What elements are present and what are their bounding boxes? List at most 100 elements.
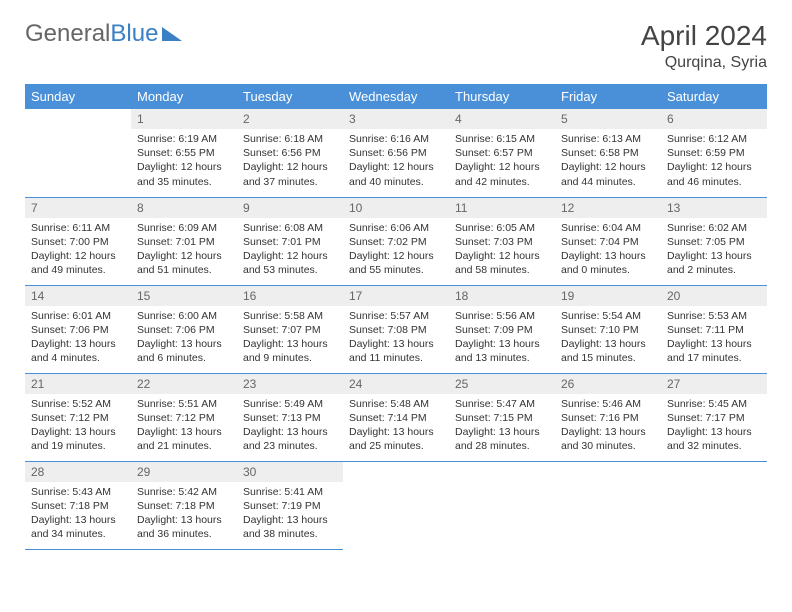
calendar-cell: 20Sunrise: 5:53 AMSunset: 7:11 PMDayligh… (661, 285, 767, 373)
calendar-cell (343, 461, 449, 549)
calendar-cell: 21Sunrise: 5:52 AMSunset: 7:12 PMDayligh… (25, 373, 131, 461)
calendar-cell: 22Sunrise: 5:51 AMSunset: 7:12 PMDayligh… (131, 373, 237, 461)
calendar-cell: 18Sunrise: 5:56 AMSunset: 7:09 PMDayligh… (449, 285, 555, 373)
calendar-row: 7Sunrise: 6:11 AMSunset: 7:00 PMDaylight… (25, 197, 767, 285)
calendar-cell: 7Sunrise: 6:11 AMSunset: 7:00 PMDaylight… (25, 197, 131, 285)
weekday-header: Sunday (25, 84, 131, 109)
day-details: Sunrise: 5:58 AMSunset: 7:07 PMDaylight:… (237, 306, 343, 372)
calendar-body: 1Sunrise: 6:19 AMSunset: 6:55 PMDaylight… (25, 109, 767, 549)
calendar-cell: 23Sunrise: 5:49 AMSunset: 7:13 PMDayligh… (237, 373, 343, 461)
day-number: 6 (661, 109, 767, 129)
calendar-cell: 14Sunrise: 6:01 AMSunset: 7:06 PMDayligh… (25, 285, 131, 373)
logo-triangle-icon (162, 27, 182, 41)
weekday-header: Monday (131, 84, 237, 109)
day-details: Sunrise: 5:51 AMSunset: 7:12 PMDaylight:… (131, 394, 237, 460)
day-number: 19 (555, 286, 661, 306)
day-details: Sunrise: 6:13 AMSunset: 6:58 PMDaylight:… (555, 129, 661, 195)
day-details: Sunrise: 5:42 AMSunset: 7:18 PMDaylight:… (131, 482, 237, 548)
day-details: Sunrise: 6:15 AMSunset: 6:57 PMDaylight:… (449, 129, 555, 195)
day-number: 8 (131, 198, 237, 218)
calendar-cell: 17Sunrise: 5:57 AMSunset: 7:08 PMDayligh… (343, 285, 449, 373)
day-number: 5 (555, 109, 661, 129)
calendar-cell: 1Sunrise: 6:19 AMSunset: 6:55 PMDaylight… (131, 109, 237, 197)
day-number: 27 (661, 374, 767, 394)
calendar-cell: 24Sunrise: 5:48 AMSunset: 7:14 PMDayligh… (343, 373, 449, 461)
day-number: 29 (131, 462, 237, 482)
day-number: 21 (25, 374, 131, 394)
weekday-header: Tuesday (237, 84, 343, 109)
calendar-cell: 26Sunrise: 5:46 AMSunset: 7:16 PMDayligh… (555, 373, 661, 461)
day-number: 2 (237, 109, 343, 129)
day-number: 9 (237, 198, 343, 218)
calendar-cell: 6Sunrise: 6:12 AMSunset: 6:59 PMDaylight… (661, 109, 767, 197)
day-details: Sunrise: 6:01 AMSunset: 7:06 PMDaylight:… (25, 306, 131, 372)
day-details: Sunrise: 5:43 AMSunset: 7:18 PMDaylight:… (25, 482, 131, 548)
day-details: Sunrise: 5:41 AMSunset: 7:19 PMDaylight:… (237, 482, 343, 548)
day-number: 1 (131, 109, 237, 129)
calendar-cell (25, 109, 131, 197)
calendar-row: 1Sunrise: 6:19 AMSunset: 6:55 PMDaylight… (25, 109, 767, 197)
logo-text-blue: Blue (110, 20, 158, 48)
calendar-cell: 5Sunrise: 6:13 AMSunset: 6:58 PMDaylight… (555, 109, 661, 197)
day-number: 23 (237, 374, 343, 394)
day-details: Sunrise: 6:06 AMSunset: 7:02 PMDaylight:… (343, 218, 449, 284)
day-number: 18 (449, 286, 555, 306)
day-details: Sunrise: 5:48 AMSunset: 7:14 PMDaylight:… (343, 394, 449, 460)
day-details: Sunrise: 6:12 AMSunset: 6:59 PMDaylight:… (661, 129, 767, 195)
day-number: 7 (25, 198, 131, 218)
day-details: Sunrise: 5:56 AMSunset: 7:09 PMDaylight:… (449, 306, 555, 372)
calendar-cell: 13Sunrise: 6:02 AMSunset: 7:05 PMDayligh… (661, 197, 767, 285)
calendar-cell: 16Sunrise: 5:58 AMSunset: 7:07 PMDayligh… (237, 285, 343, 373)
day-number: 4 (449, 109, 555, 129)
calendar-cell: 30Sunrise: 5:41 AMSunset: 7:19 PMDayligh… (237, 461, 343, 549)
day-details: Sunrise: 6:19 AMSunset: 6:55 PMDaylight:… (131, 129, 237, 195)
day-details: Sunrise: 6:09 AMSunset: 7:01 PMDaylight:… (131, 218, 237, 284)
day-number: 11 (449, 198, 555, 218)
day-number: 13 (661, 198, 767, 218)
calendar-cell: 4Sunrise: 6:15 AMSunset: 6:57 PMDaylight… (449, 109, 555, 197)
calendar-cell (555, 461, 661, 549)
day-details: Sunrise: 6:16 AMSunset: 6:56 PMDaylight:… (343, 129, 449, 195)
calendar-cell (449, 461, 555, 549)
day-details: Sunrise: 6:08 AMSunset: 7:01 PMDaylight:… (237, 218, 343, 284)
weekday-header-row: Sunday Monday Tuesday Wednesday Thursday… (25, 84, 767, 109)
calendar-cell: 25Sunrise: 5:47 AMSunset: 7:15 PMDayligh… (449, 373, 555, 461)
day-number: 28 (25, 462, 131, 482)
day-details: Sunrise: 5:46 AMSunset: 7:16 PMDaylight:… (555, 394, 661, 460)
location-label: Qurqina, Syria (641, 54, 767, 72)
day-details: Sunrise: 5:52 AMSunset: 7:12 PMDaylight:… (25, 394, 131, 460)
weekday-header: Friday (555, 84, 661, 109)
calendar-cell: 29Sunrise: 5:42 AMSunset: 7:18 PMDayligh… (131, 461, 237, 549)
weekday-header: Saturday (661, 84, 767, 109)
day-number: 26 (555, 374, 661, 394)
day-number: 30 (237, 462, 343, 482)
calendar-cell: 27Sunrise: 5:45 AMSunset: 7:17 PMDayligh… (661, 373, 767, 461)
day-details: Sunrise: 5:49 AMSunset: 7:13 PMDaylight:… (237, 394, 343, 460)
calendar-cell (661, 461, 767, 549)
day-number: 16 (237, 286, 343, 306)
calendar-cell: 10Sunrise: 6:06 AMSunset: 7:02 PMDayligh… (343, 197, 449, 285)
day-number: 25 (449, 374, 555, 394)
page-title: April 2024 (641, 20, 767, 52)
calendar-cell: 12Sunrise: 6:04 AMSunset: 7:04 PMDayligh… (555, 197, 661, 285)
calendar-cell: 9Sunrise: 6:08 AMSunset: 7:01 PMDaylight… (237, 197, 343, 285)
day-number: 10 (343, 198, 449, 218)
weekday-header: Wednesday (343, 84, 449, 109)
calendar-cell: 15Sunrise: 6:00 AMSunset: 7:06 PMDayligh… (131, 285, 237, 373)
day-details: Sunrise: 6:18 AMSunset: 6:56 PMDaylight:… (237, 129, 343, 195)
day-details: Sunrise: 5:57 AMSunset: 7:08 PMDaylight:… (343, 306, 449, 372)
day-number: 22 (131, 374, 237, 394)
day-number: 24 (343, 374, 449, 394)
calendar-cell: 19Sunrise: 5:54 AMSunset: 7:10 PMDayligh… (555, 285, 661, 373)
day-details: Sunrise: 6:04 AMSunset: 7:04 PMDaylight:… (555, 218, 661, 284)
calendar-cell: 11Sunrise: 6:05 AMSunset: 7:03 PMDayligh… (449, 197, 555, 285)
calendar-cell: 8Sunrise: 6:09 AMSunset: 7:01 PMDaylight… (131, 197, 237, 285)
day-number: 12 (555, 198, 661, 218)
logo: GeneralBlue (25, 20, 182, 48)
day-number: 17 (343, 286, 449, 306)
day-number: 14 (25, 286, 131, 306)
logo-text-general: General (25, 20, 110, 48)
day-details: Sunrise: 5:45 AMSunset: 7:17 PMDaylight:… (661, 394, 767, 460)
day-details: Sunrise: 5:54 AMSunset: 7:10 PMDaylight:… (555, 306, 661, 372)
calendar-table: Sunday Monday Tuesday Wednesday Thursday… (25, 84, 767, 550)
